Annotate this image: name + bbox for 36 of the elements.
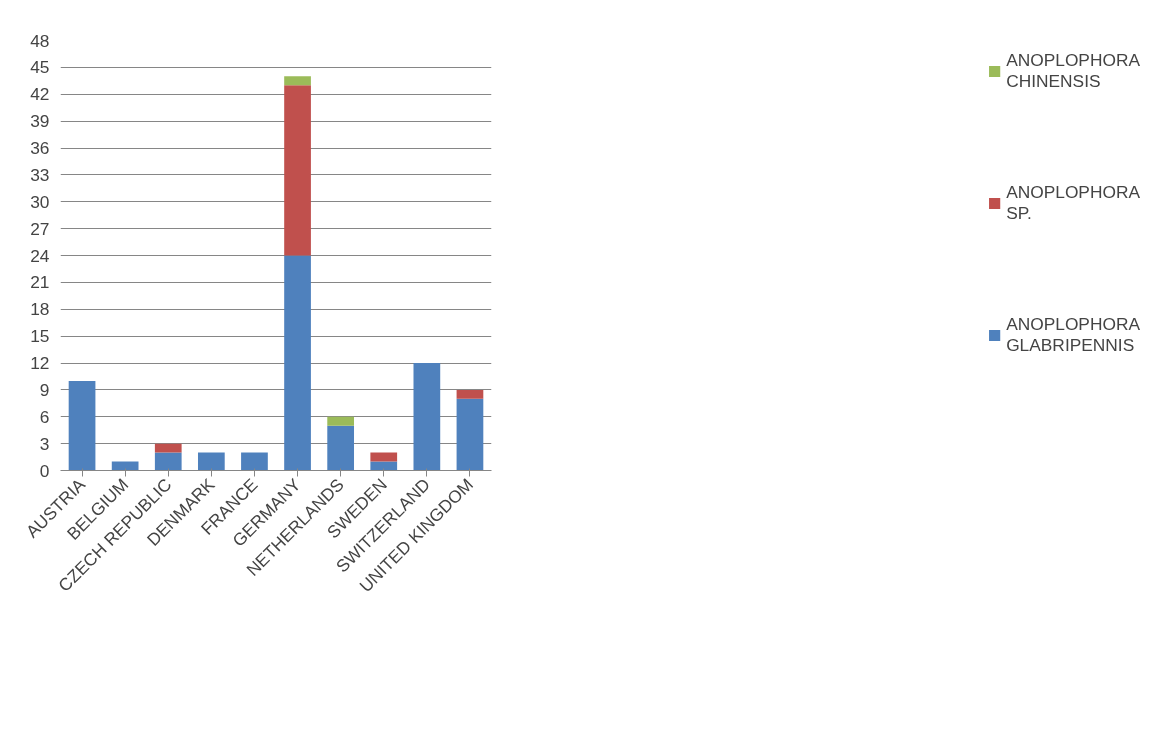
y-tick-label: 42: [30, 84, 50, 105]
bar: [456, 398, 484, 471]
bar: [197, 452, 225, 471]
bar: [68, 380, 96, 471]
y-tick-label: 33: [30, 164, 50, 185]
bar: [111, 461, 139, 471]
y-tick-label: 48: [30, 30, 50, 51]
bar: [413, 363, 441, 471]
y-tick-label: 45: [30, 57, 50, 78]
bar: [154, 443, 182, 453]
bar: [327, 425, 355, 471]
bar: [284, 76, 311, 86]
legend-label: ANOPLOPHORA GLABRIPENNIS: [1006, 314, 1140, 356]
y-tick-label: 39: [30, 111, 50, 132]
legend-label: ANOPLOPHORA CHINENSIS: [1006, 50, 1140, 92]
y-tick-label: 36: [30, 138, 50, 158]
bar: [456, 389, 484, 399]
y-tick-label: 21: [30, 272, 50, 293]
y-tick-label: 3: [39, 433, 50, 454]
bar: [154, 452, 182, 471]
y-tick-label: 27: [30, 218, 50, 239]
y-tick-label: 6: [39, 406, 50, 427]
y-tick-label: 18: [30, 299, 50, 320]
y-tick-label: 12: [30, 353, 50, 373]
bar: [284, 255, 311, 471]
y-tick-label: 9: [39, 379, 50, 400]
y-tick-label: 24: [30, 245, 50, 266]
bar: [284, 85, 311, 256]
bar: [241, 452, 268, 471]
y-tick-label: 30: [30, 191, 50, 212]
bar: [370, 452, 398, 462]
legend-label: ANOPLOPHORA SP.: [1006, 182, 1140, 224]
y-tick-label: 15: [30, 326, 50, 347]
bar: [327, 416, 355, 426]
bar: [370, 461, 398, 471]
y-tick-label: 0: [39, 460, 50, 481]
